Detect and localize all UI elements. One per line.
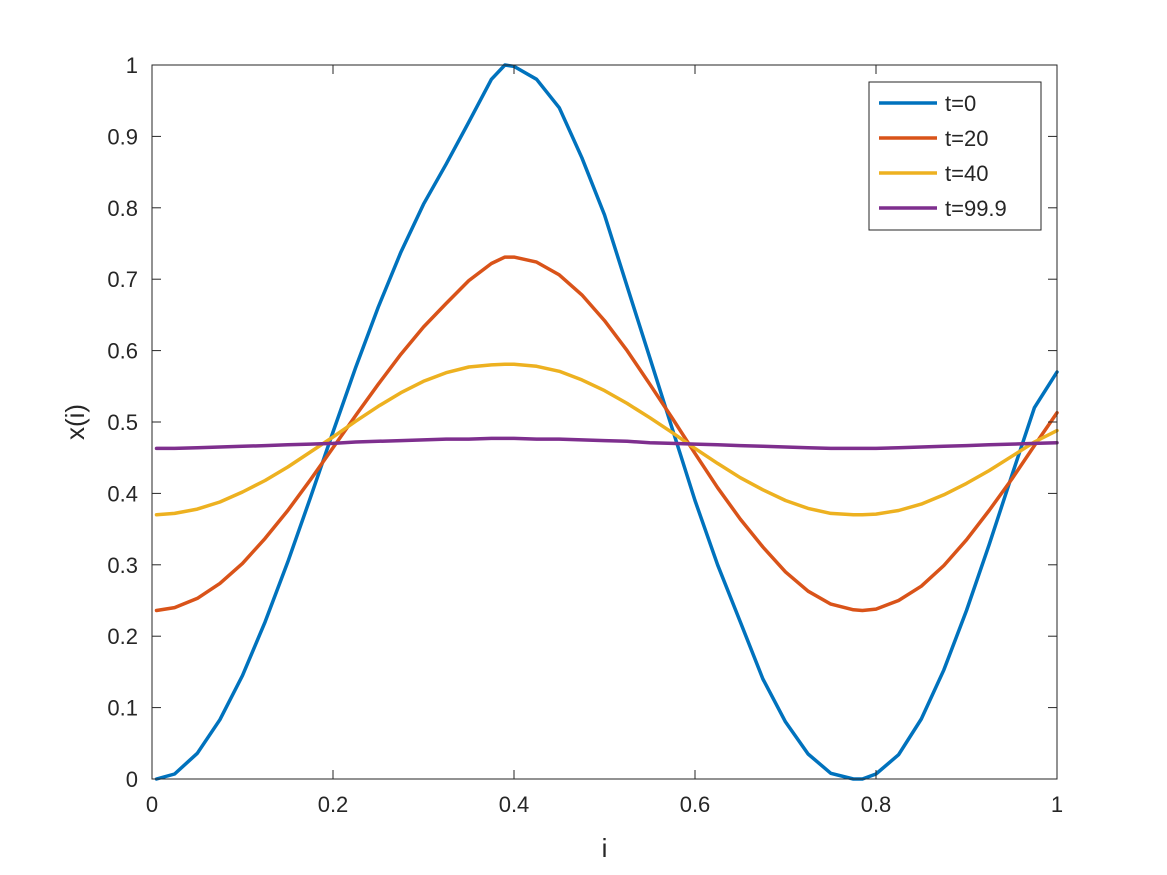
- legend-box: [868, 81, 1042, 231]
- series-line-4: [154, 436, 1059, 451]
- x-tick-label: 0.6: [680, 792, 711, 817]
- x-tick-label: 0: [146, 792, 158, 817]
- x-tick-label: 0.4: [499, 792, 530, 817]
- y-axis-label: x(i): [60, 404, 90, 440]
- y-tick-label: 0.4: [107, 481, 138, 506]
- y-tick-label: 0.3: [107, 553, 138, 578]
- x-tick-label: 0.2: [318, 792, 349, 817]
- series-line-3: [154, 362, 1059, 517]
- y-tick-label: 0.6: [107, 339, 138, 364]
- x-tick-label: 1: [1051, 792, 1063, 817]
- legend-label-1: t=0: [945, 91, 976, 116]
- series-line-1: [154, 63, 1059, 781]
- x-axis-label: i: [602, 833, 608, 863]
- series-layer: [154, 63, 1059, 781]
- legend-label-4: t=99.9: [945, 196, 1007, 221]
- y-tick-label: 0.2: [107, 624, 138, 649]
- y-tick-label: 0.1: [107, 696, 138, 721]
- y-tick-label: 0.7: [107, 267, 138, 292]
- legend-label-2: t=20: [945, 126, 988, 151]
- ticks-layer: 0 0.2 0.4 0.6 0.8 1 0 0.1 0.2 0.3 0.4 0.5 0.6 0.7 0.8 0…: [107, 53, 1063, 817]
- y-tick-label: 0.5: [107, 410, 138, 435]
- y-tick-label: 0: [126, 767, 138, 792]
- y-tick-label: 0.9: [107, 124, 138, 149]
- series-line-2: [154, 255, 1059, 613]
- x-tick-label: 0.8: [861, 792, 892, 817]
- y-tick-label: 0.8: [107, 196, 138, 221]
- legend: t=0 t=20 t=40 t=99.9: [868, 81, 1042, 231]
- y-tick-label: 1: [126, 53, 138, 78]
- legend-label-3: t=40: [945, 161, 988, 186]
